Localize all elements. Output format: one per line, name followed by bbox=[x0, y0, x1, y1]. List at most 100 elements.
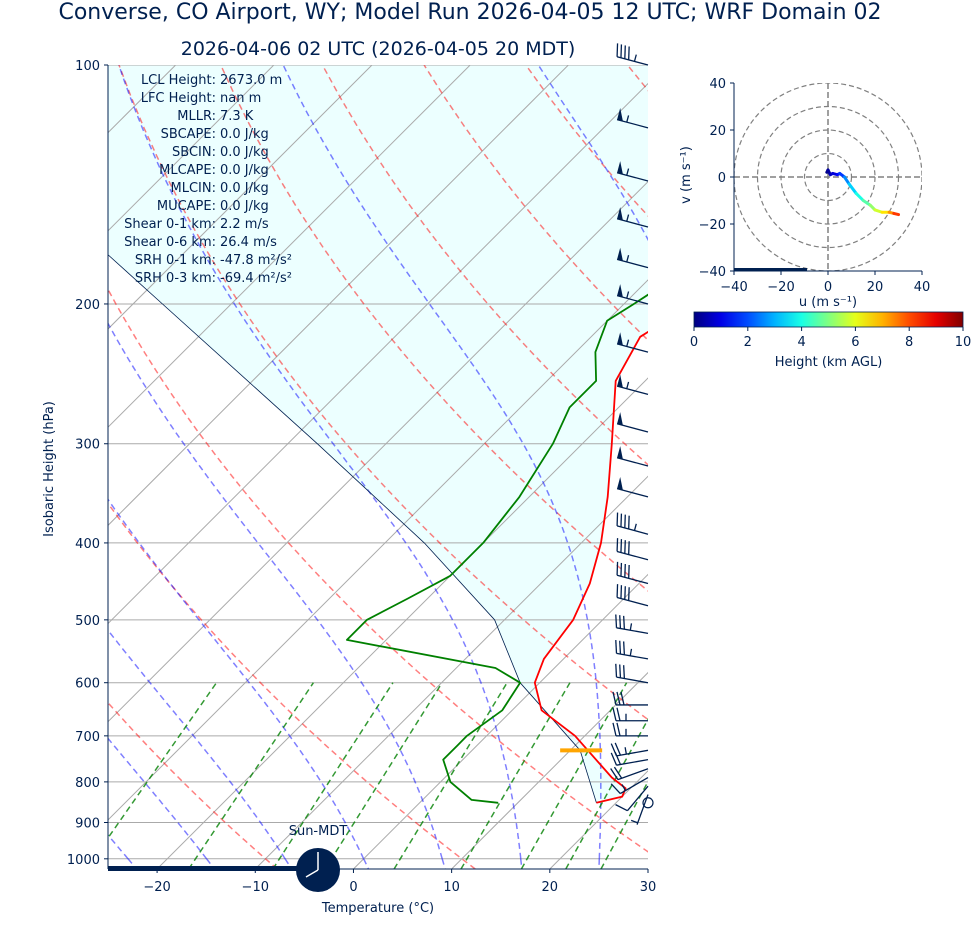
hodo-x-tick-label: 0 bbox=[824, 280, 832, 295]
barb-full bbox=[619, 664, 622, 678]
barb-full bbox=[616, 722, 621, 736]
barb-staff bbox=[626, 785, 649, 812]
isotherm-line bbox=[108, 65, 275, 232]
moist-adiabat bbox=[756, 65, 886, 859]
x-axis-label: Temperature (°C) bbox=[321, 901, 434, 916]
wind-barb bbox=[616, 561, 649, 585]
stat-row: SRH 0-1 km: -47.8 m²/s² bbox=[108, 252, 292, 270]
stat-row: Shear 0-1 km: 2.2 m/s bbox=[108, 216, 292, 234]
mixing-ratio-line bbox=[324, 682, 443, 869]
barb-half bbox=[633, 54, 637, 62]
barb-staff bbox=[616, 457, 649, 467]
y-tick-label: 200 bbox=[75, 298, 100, 313]
y-tick-label: 100 bbox=[75, 59, 100, 74]
figure-subtitle: 2026-04-06 02 UTC (2026-04-05 20 MDT) bbox=[180, 38, 576, 60]
moist-adiabat bbox=[362, 858, 370, 869]
stat-label: LFC Height: bbox=[140, 91, 216, 106]
x-tick-label: −20 bbox=[143, 880, 170, 895]
barb-flag bbox=[617, 247, 623, 261]
barb-staff bbox=[616, 676, 649, 684]
stat-value: 0.0 J/kg bbox=[220, 181, 269, 196]
barb-full bbox=[612, 722, 617, 736]
wind-barb bbox=[616, 477, 649, 498]
wind-barb bbox=[612, 691, 648, 706]
dry-adiabat bbox=[220, 65, 648, 592]
stat-value: 0.0 J/kg bbox=[220, 145, 269, 160]
barb-staff bbox=[616, 56, 649, 66]
stat-label: SBCAPE: bbox=[160, 127, 216, 142]
mixing-ratio-line bbox=[460, 682, 571, 869]
isotherm-line bbox=[353, 573, 648, 869]
barb-full bbox=[623, 641, 626, 655]
barb-full bbox=[615, 614, 618, 628]
x-tick-label: 30 bbox=[640, 880, 657, 895]
isotherm-line bbox=[108, 65, 373, 330]
mixing-ratio-line bbox=[600, 780, 648, 869]
barb-flag bbox=[617, 446, 623, 460]
stat-row: SBCAPE: 0.0 J/kg bbox=[108, 126, 292, 144]
colorbar-tick-label: 2 bbox=[744, 335, 752, 350]
daylight-bar bbox=[108, 866, 318, 871]
barb-staff bbox=[616, 525, 649, 535]
stat-value: 2673.0 m bbox=[220, 73, 283, 88]
barb-flag bbox=[617, 107, 623, 122]
stat-value: 7.3 K bbox=[220, 109, 254, 124]
barb-half bbox=[624, 747, 627, 755]
colorbar-tick-label: 8 bbox=[905, 335, 913, 350]
barb-full bbox=[612, 707, 617, 721]
dry-adiabat bbox=[321, 65, 648, 466]
stat-value: -69.4 m²/s² bbox=[220, 271, 293, 286]
moist-adiabat bbox=[108, 498, 365, 860]
barb-staff bbox=[616, 487, 649, 498]
stat-label: Shear 0-1 km: bbox=[124, 217, 216, 232]
barb-staff bbox=[617, 768, 649, 781]
isotherm-line bbox=[108, 65, 471, 428]
wind-barb bbox=[616, 512, 649, 535]
hodo-x-label: u (m s⁻¹) bbox=[799, 295, 857, 310]
barb-staff bbox=[616, 749, 649, 757]
barb-staff bbox=[619, 776, 649, 795]
barb-full bbox=[610, 783, 621, 794]
colorbar-tick-label: 0 bbox=[690, 335, 698, 350]
barb-flag bbox=[617, 284, 623, 298]
barb-full bbox=[614, 742, 622, 756]
wind-barb bbox=[615, 640, 649, 660]
barb-full bbox=[610, 743, 618, 757]
barb-staff bbox=[616, 258, 649, 269]
barb-full bbox=[610, 752, 618, 766]
x-tick-label: 10 bbox=[443, 880, 460, 895]
isotherm-line bbox=[254, 475, 648, 869]
stat-row: MLCAPE: 0.0 J/kg bbox=[108, 162, 292, 180]
stat-row: MUCAPE: 0.0 J/kg bbox=[108, 198, 292, 216]
moist-adiabat bbox=[118, 65, 522, 859]
barb-staff bbox=[636, 794, 649, 825]
wind-barb bbox=[610, 766, 649, 781]
barb-flag bbox=[617, 161, 623, 175]
mixing-ratio-line bbox=[565, 717, 648, 869]
barb-full bbox=[610, 768, 619, 781]
hodo-segment bbox=[854, 191, 865, 202]
barb-full bbox=[616, 691, 621, 706]
stat-row: SBCIN: 0.0 J/kg bbox=[108, 144, 292, 162]
barb-half bbox=[630, 819, 638, 824]
moist-adiabat bbox=[108, 629, 286, 860]
hodo-y-tick-label: 0 bbox=[718, 171, 726, 186]
wind-barb bbox=[642, 797, 654, 809]
y-tick-label: 400 bbox=[75, 537, 100, 552]
y-tick-label: 600 bbox=[75, 677, 100, 692]
wind-barb bbox=[616, 584, 649, 607]
dry-adiabat bbox=[108, 701, 278, 869]
barb-full bbox=[619, 615, 622, 629]
wind-barb bbox=[616, 207, 649, 228]
wind-barb bbox=[615, 663, 649, 684]
barb-half bbox=[629, 623, 633, 631]
y-tick-label: 300 bbox=[75, 438, 100, 453]
barb-full bbox=[623, 665, 626, 679]
isotherm-line bbox=[108, 181, 648, 723]
barb-full bbox=[615, 640, 618, 654]
wind-barb bbox=[612, 722, 648, 737]
barb-full bbox=[613, 766, 623, 779]
isotherm-line bbox=[647, 868, 648, 869]
isotherm-line bbox=[108, 65, 569, 527]
hodo-x-tick-label: 20 bbox=[867, 280, 884, 295]
